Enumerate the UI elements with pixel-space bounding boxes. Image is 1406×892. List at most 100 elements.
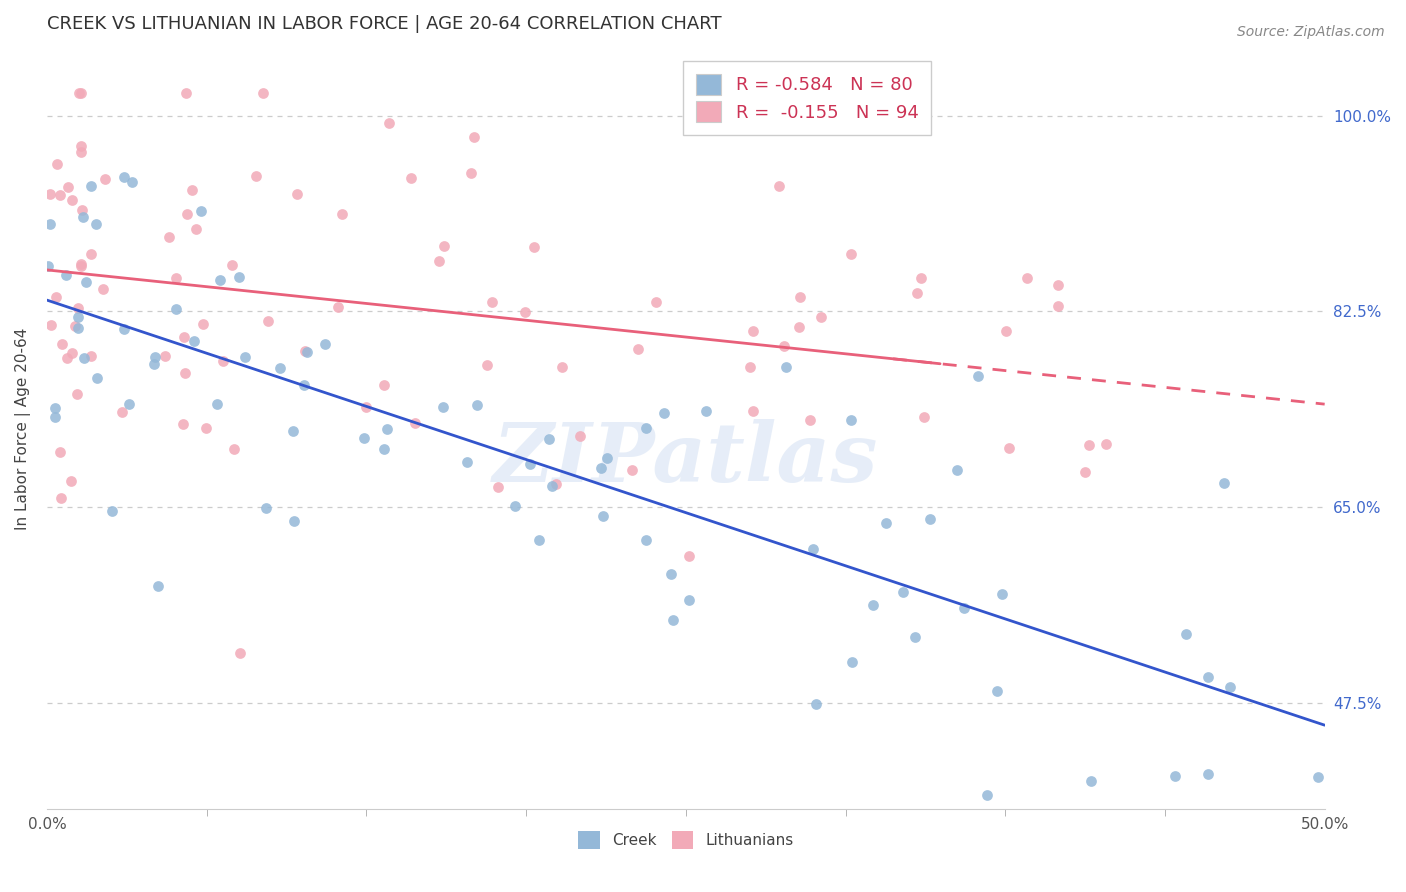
Point [37,259,59,273]
Point [841,413,863,427]
Point [67,301,90,316]
Point [742,404,765,418]
Point [373,442,395,457]
Point [39,217,62,231]
Point [67,86,90,100]
Point [69,139,91,153]
Point [70,86,93,100]
Point [920,512,942,526]
Point [60,475,83,489]
Point [112,322,135,336]
Point [49,187,72,202]
Text: Source: ZipAtlas.com: Source: ZipAtlas.com [1237,25,1385,39]
Point [1197,766,1219,780]
Point [118,397,141,411]
Point [176,207,198,221]
Point [659,567,682,582]
Point [773,339,796,353]
Point [460,166,482,180]
Point [627,342,650,356]
Point [652,406,675,420]
Point [112,169,135,184]
Point [70,145,93,159]
Point [86,371,108,385]
Point [190,203,212,218]
Point [56,351,79,366]
Point [456,455,478,469]
Point [591,461,613,475]
Point [328,300,350,314]
Point [636,533,658,547]
Point [143,357,166,371]
Point [433,239,456,253]
Point [912,410,935,425]
Point [49,491,72,505]
Point [70,260,93,274]
Y-axis label: In Labor Force | Age 20-64: In Labor Force | Age 20-64 [15,327,31,530]
Point [905,285,928,300]
Point [60,345,83,359]
Point [183,334,205,348]
Point [862,599,884,613]
Point [94,172,117,186]
Point [146,579,169,593]
Point [1047,299,1070,313]
Point [153,349,176,363]
Point [768,178,790,193]
Point [84,217,107,231]
Point [375,421,398,435]
Point [1306,770,1329,784]
Point [257,314,280,328]
Point [513,305,536,319]
Point [741,324,763,338]
Point [523,240,546,254]
Point [946,462,969,476]
Point [157,230,180,244]
Point [678,593,700,607]
Point [111,405,134,419]
Point [70,257,93,271]
Point [45,290,67,304]
Point [1095,437,1118,451]
Point [404,416,426,430]
Point [621,463,644,477]
Point [63,318,86,333]
Point [1080,773,1102,788]
Point [801,542,824,557]
Point [953,600,976,615]
Point [1219,680,1241,694]
Point [254,500,277,515]
Point [541,479,564,493]
Point [228,270,250,285]
Point [544,477,567,491]
Point [283,515,305,529]
Point [72,210,94,224]
Point [191,317,214,331]
Point [789,290,811,304]
Point [44,401,66,415]
Point [505,500,527,514]
Point [100,503,122,517]
Point [174,86,197,100]
Point [79,246,101,260]
Point [80,178,103,193]
Point [222,442,245,457]
Point [995,324,1018,338]
Point [72,202,94,217]
Point [799,412,821,426]
Point [875,516,897,531]
Point [904,630,927,644]
Point [181,183,204,197]
Point [221,258,243,272]
Point [1212,476,1234,491]
Point [399,171,422,186]
Point [173,366,195,380]
Point [66,386,89,401]
Point [976,789,998,803]
Point [211,354,233,368]
Point [787,319,810,334]
Point [551,360,574,375]
Point [1078,438,1101,452]
Point [776,102,799,116]
Point [45,157,67,171]
